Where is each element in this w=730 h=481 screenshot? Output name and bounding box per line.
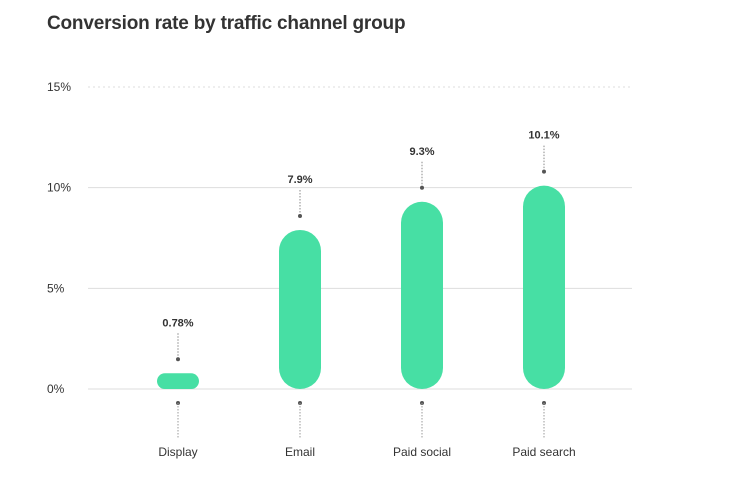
- value-leader-dot: [542, 169, 546, 174]
- bar-paid-social: [401, 201, 443, 389]
- bars: [157, 185, 565, 389]
- bar-paid-search: [523, 185, 565, 389]
- value-leader-dot: [420, 185, 424, 190]
- data-label: 9.3%: [409, 146, 434, 158]
- data-labels: 0.78% 7.9% 9.3% 10.1%: [162, 130, 560, 362]
- y-axis-tick-labels: 0% 5% 10% 15%: [47, 80, 71, 396]
- bar-email: [279, 229, 321, 389]
- x-tick-label: Paid search: [512, 445, 575, 459]
- x-tick-label: Paid social: [393, 445, 451, 459]
- bar-display: [157, 373, 199, 389]
- x-tick-label: Display: [158, 445, 197, 459]
- y-tick-label: 10%: [47, 181, 71, 195]
- y-tick-label: 0%: [47, 382, 65, 396]
- x-tick-label: Email: [285, 445, 315, 459]
- data-label: 7.9%: [287, 174, 312, 186]
- data-label: 10.1%: [528, 130, 559, 142]
- chart-title: Conversion rate by traffic channel group: [47, 13, 406, 34]
- data-label: 0.78%: [162, 317, 193, 329]
- y-tick-label: 5%: [47, 281, 65, 295]
- y-tick-label: 15%: [47, 80, 71, 94]
- value-leader-dot: [298, 213, 302, 218]
- value-leader-dot: [176, 357, 180, 362]
- x-axis-category-labels: Display Email Paid social Paid search: [158, 401, 576, 459]
